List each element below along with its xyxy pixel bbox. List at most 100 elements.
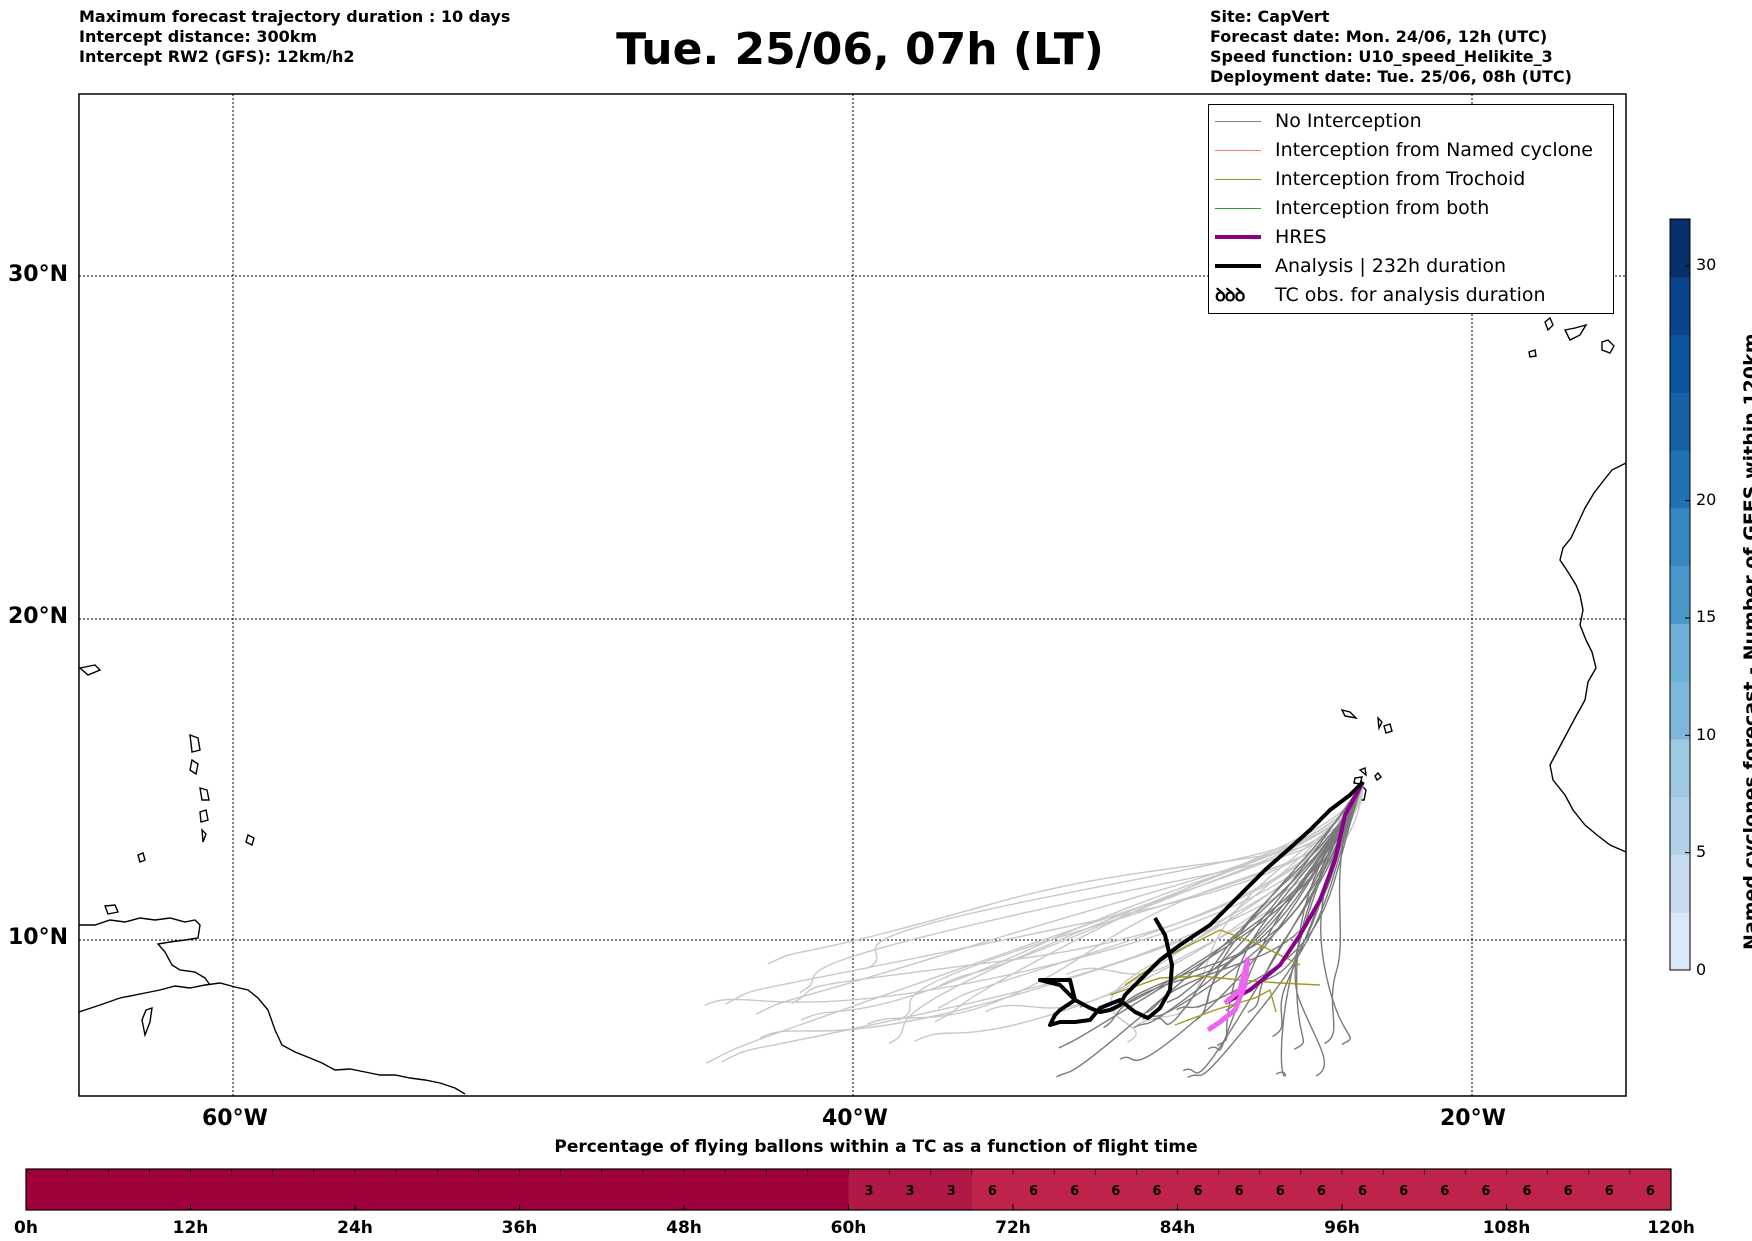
coastline [189, 733, 201, 753]
trajectory-analysis [1038, 780, 1365, 1027]
legend-item-tc-obs: ꝺꝺꝺ TC obs. for analysis duration [1209, 281, 1546, 309]
coastline [1377, 716, 1383, 731]
timebar-cell [108, 1169, 150, 1210]
timebar-tick-label: 108h [1483, 1218, 1531, 1238]
timebar-cell-value: 6 [1399, 1184, 1408, 1199]
colorbar-segment [1670, 334, 1690, 393]
timebar-cell [971, 1169, 1014, 1210]
lon-label-40w: 40°W [822, 1106, 888, 1131]
speed-function-text: Speed function: U10_speed_Helikite_3 [1210, 47, 1553, 66]
timebar-cell [1095, 1169, 1137, 1210]
lat-label-30n: 30°N [8, 262, 69, 287]
legend-swatch [1215, 149, 1261, 151]
timebar-cell [848, 1169, 891, 1210]
ensemble-trajectories [704, 780, 1365, 1078]
colorbar-segment [1670, 796, 1690, 855]
coastline [1601, 339, 1615, 354]
legend-item-both: Interception from both [1209, 194, 1489, 222]
timebar-cell [396, 1169, 438, 1210]
colorbar-segment [1670, 912, 1690, 971]
trajectory-no-interception [1145, 781, 1364, 1014]
coastline [1340, 708, 1359, 720]
lat-label-20n: 20°N [8, 604, 69, 629]
colorbar-segment [1670, 623, 1690, 682]
timebar-cell [1013, 1169, 1055, 1210]
coastline [79, 664, 102, 676]
trajectory-trochoid [1109, 975, 1321, 996]
page-title: Tue. 25/06, 07h (LT) [616, 24, 1104, 75]
trajectory-no-interception [1153, 781, 1364, 1025]
cyclone-symbol-icon: ꝺꝺꝺ [1215, 285, 1245, 306]
legend-label: Interception from Named cyclone [1275, 139, 1593, 161]
colorbar-segment [1670, 276, 1690, 336]
legend-item-no-interception: No Interception [1209, 107, 1422, 135]
coastline [1549, 462, 1626, 853]
timebar-cell [642, 1169, 685, 1210]
legend-item-analysis: Analysis | 232h duration [1209, 252, 1506, 280]
timebar-cell [313, 1169, 356, 1210]
trajectory-no-interception [1294, 781, 1364, 1050]
timebar-cell-value: 6 [988, 1184, 997, 1199]
timebar-cell [26, 1169, 68, 1210]
timebar-cell [437, 1169, 479, 1210]
colorbar-tick-label: 20 [1696, 490, 1717, 509]
timebar-cell [1383, 1169, 1425, 1210]
timebar-cell-value: 6 [1481, 1184, 1490, 1199]
trajectory-hres [1224, 781, 1365, 1005]
legend-swatch [1215, 235, 1261, 239]
coastline [137, 852, 146, 863]
legend-item-trochoid: Interception from Trochoid [1209, 165, 1525, 193]
timebar-cell [1424, 1169, 1466, 1210]
colorbar-title: Named cyclones forecast - Number of GEFS… [1740, 333, 1752, 950]
forecast-parameters: Maximum forecast trajectory duration : 1… [79, 7, 510, 67]
timebar-cell-value: 6 [1317, 1184, 1326, 1199]
coastline [199, 787, 210, 801]
trajectory-no-interception [1197, 781, 1364, 1009]
legend-label: Interception from both [1275, 197, 1490, 219]
trajectory-no-interception [934, 781, 1364, 1023]
timebar-cell-value: 6 [1152, 1184, 1161, 1199]
colorbar-tick-label: 10 [1696, 725, 1717, 744]
timebar-cell [1465, 1169, 1507, 1210]
timebar-tick-label: 36h [502, 1218, 538, 1238]
timebar-cell [601, 1169, 644, 1210]
colorbar-frame [1669, 218, 1691, 971]
timebar-tick-label: 120h [1647, 1218, 1695, 1238]
colorbar-segment [1670, 565, 1690, 624]
map-legend: No Interception Interception from Named … [1208, 104, 1614, 314]
colorbar-segment [1670, 681, 1690, 740]
site-info: Site: CapVert Forecast date: Mon. 24/06,… [1210, 7, 1572, 87]
colorbar-tick-label: 15 [1696, 607, 1717, 626]
timebar-cell [478, 1169, 520, 1210]
timebar-cell [1177, 1169, 1220, 1210]
coastline [1358, 767, 1367, 777]
legend-label: Analysis | 232h duration [1275, 255, 1507, 277]
timebar-cell [272, 1169, 315, 1210]
trajectory-no-interception [724, 781, 1364, 1005]
timebar-cell [930, 1169, 973, 1210]
timebar-tick-label: 96h [1324, 1218, 1360, 1238]
timebar-tick-label: 12h [173, 1218, 209, 1238]
timebar-cell [766, 1169, 808, 1210]
timebar-cell [1547, 1169, 1590, 1210]
coastline [1374, 771, 1382, 782]
coastline [1383, 723, 1393, 734]
timebar-cell [1300, 1169, 1343, 1210]
legend-label: No Interception [1275, 110, 1422, 132]
colorbar-tick-label: 0 [1696, 960, 1707, 979]
max-duration-text: Maximum forecast trajectory duration : 1… [79, 7, 511, 26]
timebar-cell-value: 6 [1358, 1184, 1367, 1199]
timebar-cell-value: 6 [1564, 1184, 1573, 1199]
timebar-cell-value: 6 [1235, 1184, 1244, 1199]
timebar-cell-value: 6 [1276, 1184, 1285, 1199]
timebar-cell [1136, 1169, 1178, 1210]
legend-label: Interception from Trochoid [1275, 168, 1526, 190]
timebar-cell-value: 3 [947, 1184, 956, 1199]
timebar-cell [190, 1169, 233, 1210]
timebar-tick-label: 0h [14, 1218, 38, 1238]
legend-swatch [1215, 178, 1261, 180]
timebar-tick-label: 72h [995, 1218, 1031, 1238]
legend-swatch [1215, 207, 1261, 209]
coastline [141, 1006, 153, 1038]
timebar-cell [1054, 1169, 1096, 1210]
